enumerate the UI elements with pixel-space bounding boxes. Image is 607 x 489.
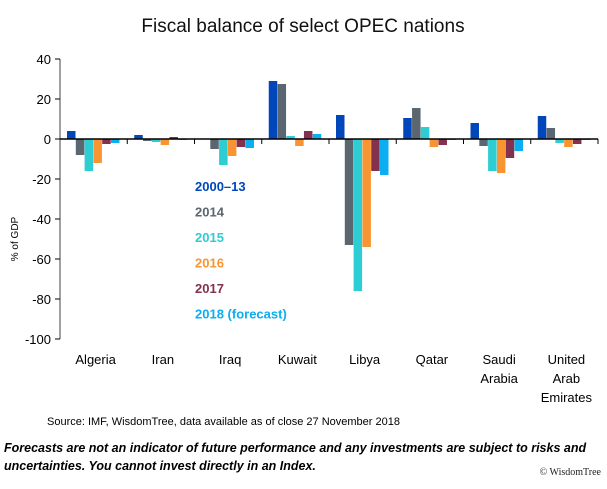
bar <box>362 139 371 247</box>
x-axis <box>60 138 599 144</box>
bar <box>84 139 94 171</box>
series-0 <box>67 81 547 140</box>
bar <box>67 131 76 139</box>
bar <box>75 139 85 155</box>
source-note: Source: IMF, WisdomTree, data available … <box>47 416 400 428</box>
bar <box>429 139 439 147</box>
legend-entry: 2018 (forecast) <box>195 307 287 322</box>
bar <box>336 115 345 139</box>
bar <box>412 108 421 139</box>
bar <box>555 139 564 143</box>
series-4 <box>102 131 582 171</box>
bar <box>286 136 295 139</box>
bar <box>93 139 102 163</box>
category-label: Iran <box>152 352 174 367</box>
bar <box>371 139 380 171</box>
category-label: Algeria <box>75 352 116 367</box>
bar <box>295 139 304 146</box>
legend: 2000–13 2014 2015 2016 2017 2018 (forecast) <box>195 179 287 322</box>
bar <box>268 81 278 139</box>
y-axis-label: % of GDP <box>10 216 21 261</box>
bar <box>219 139 228 165</box>
chart-title: Fiscal balance of select OPEC nations <box>141 16 464 37</box>
bar <box>312 134 322 139</box>
bar <box>102 139 111 144</box>
bar <box>344 139 354 245</box>
series-3 <box>93 139 573 247</box>
bar <box>111 139 120 143</box>
bar <box>210 139 219 149</box>
bar <box>151 139 161 142</box>
bar <box>227 139 237 156</box>
legend-entry: 2015 <box>195 230 224 245</box>
bar <box>236 139 246 147</box>
fiscal-balance-chart: Fiscal balance of select OPEC nations % … <box>10 16 599 405</box>
bar <box>488 139 497 171</box>
y-tick-label: 0 <box>44 132 51 147</box>
bar <box>420 127 430 139</box>
bar <box>564 139 573 147</box>
legend-entry: 2000–13 <box>195 179 246 194</box>
bar <box>143 139 152 141</box>
bar <box>380 139 389 175</box>
y-tick-label: -40 <box>32 212 51 227</box>
bar <box>303 131 313 139</box>
category-label: Libya <box>349 352 381 367</box>
bar <box>169 137 178 139</box>
y-axis: 40 20 0 -20 -40 -60 -80 -100 <box>25 52 61 347</box>
category-label: Kuwait <box>278 352 317 367</box>
bar <box>403 118 412 139</box>
bar <box>134 135 143 139</box>
category-label: United Arab Emirates <box>541 352 593 405</box>
y-tick-label: 40 <box>37 52 51 67</box>
legend-entry: 2016 <box>195 256 224 271</box>
y-tick-label: -60 <box>32 252 51 267</box>
legend-entry: 2017 <box>195 281 224 296</box>
legend-entry: 2014 <box>195 205 225 220</box>
y-tick-label: -20 <box>32 172 51 187</box>
bars <box>67 81 591 291</box>
bar <box>537 116 547 139</box>
copyright: © WisdomTree <box>539 467 601 478</box>
category-labels: Algeria Iran Iraq Kuwait Libya Qatar Saudi Arab… <box>75 352 592 405</box>
bar <box>505 139 515 158</box>
bar <box>277 84 287 139</box>
bar <box>496 139 506 173</box>
bar <box>245 139 254 148</box>
y-tick-label: 20 <box>37 92 51 107</box>
bar <box>514 139 523 151</box>
category-label: Iraq <box>219 352 241 367</box>
bar <box>479 139 488 146</box>
category-label: Saudi Arabia <box>480 352 518 386</box>
bar <box>353 139 363 291</box>
bar <box>572 139 582 144</box>
series-1 <box>75 84 556 245</box>
disclaimer: Forecasts are not an indicator of future… <box>4 441 587 473</box>
bar <box>470 123 479 139</box>
category-label: Qatar <box>416 352 449 367</box>
bar <box>546 128 556 139</box>
bar <box>160 139 170 145</box>
series-2 <box>84 127 564 291</box>
bar <box>438 139 447 145</box>
y-tick-label: -100 <box>25 332 51 347</box>
y-tick-label: -80 <box>32 292 51 307</box>
